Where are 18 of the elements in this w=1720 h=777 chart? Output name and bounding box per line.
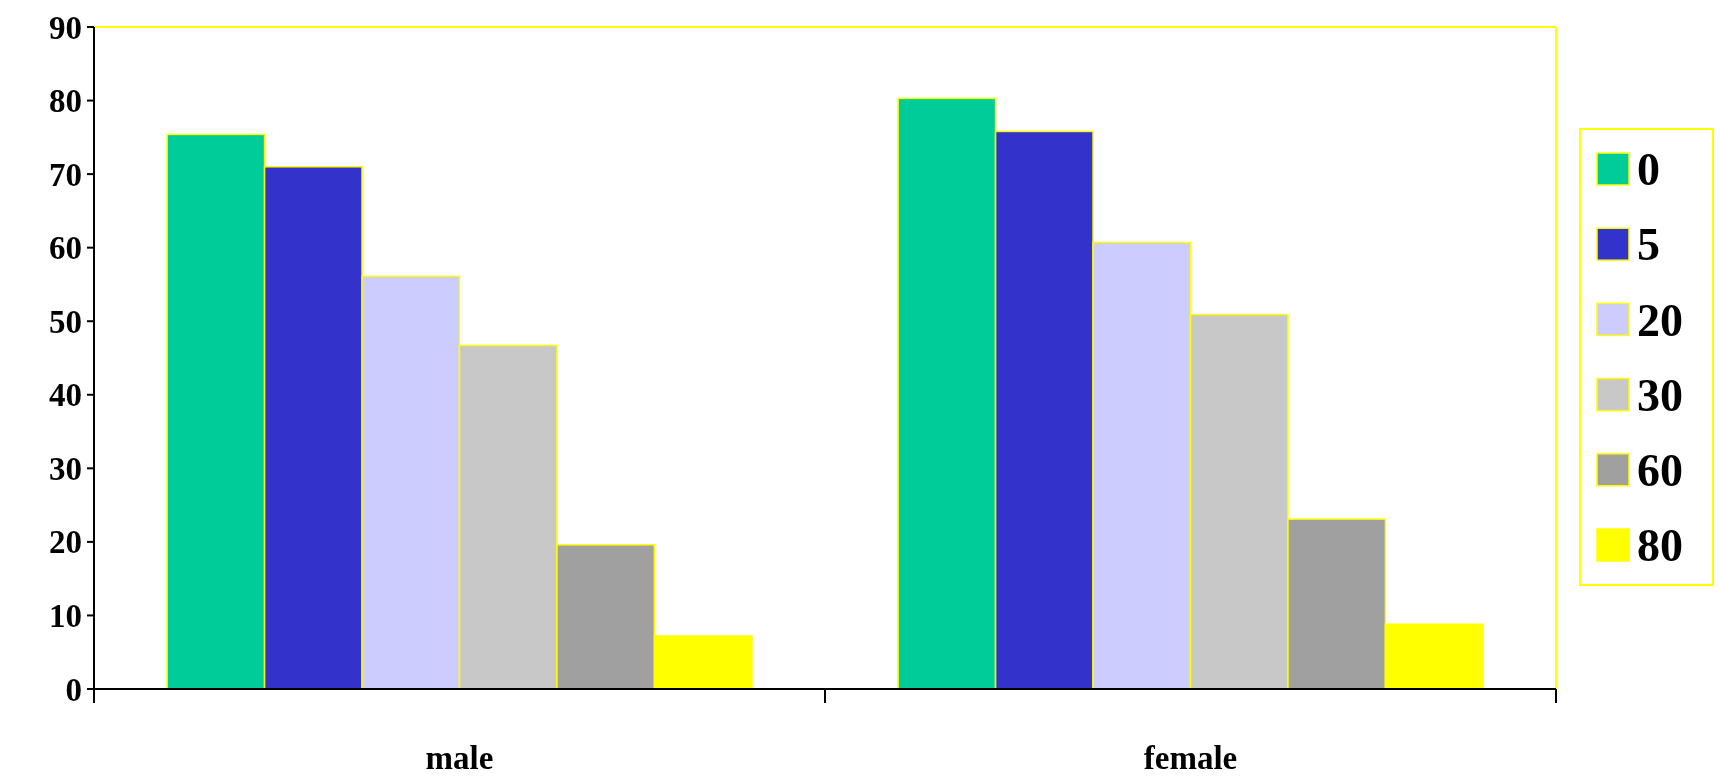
x-tick-label: female — [1143, 739, 1238, 776]
legend-label: 20 — [1637, 294, 1683, 346]
y-tick-label: 70 — [49, 156, 82, 193]
legend-label: 80 — [1637, 520, 1683, 572]
legend-label: 0 — [1637, 144, 1660, 196]
legend-label: 30 — [1637, 369, 1683, 421]
y-tick-label: 40 — [49, 377, 82, 414]
y-tick-label: 30 — [49, 450, 82, 487]
y-tick-label: 50 — [49, 303, 82, 340]
y-tick-label: 0 — [65, 671, 82, 708]
y-tick-label: 20 — [49, 524, 82, 561]
legend-label: 5 — [1637, 219, 1660, 271]
legend-label: 60 — [1637, 444, 1683, 496]
y-tick-label: 60 — [49, 230, 82, 267]
x-tick-label: male — [425, 739, 494, 776]
y-tick-label: 10 — [49, 597, 82, 634]
y-tick-label: 80 — [49, 83, 82, 120]
y-tick-label: 90 — [49, 9, 82, 46]
